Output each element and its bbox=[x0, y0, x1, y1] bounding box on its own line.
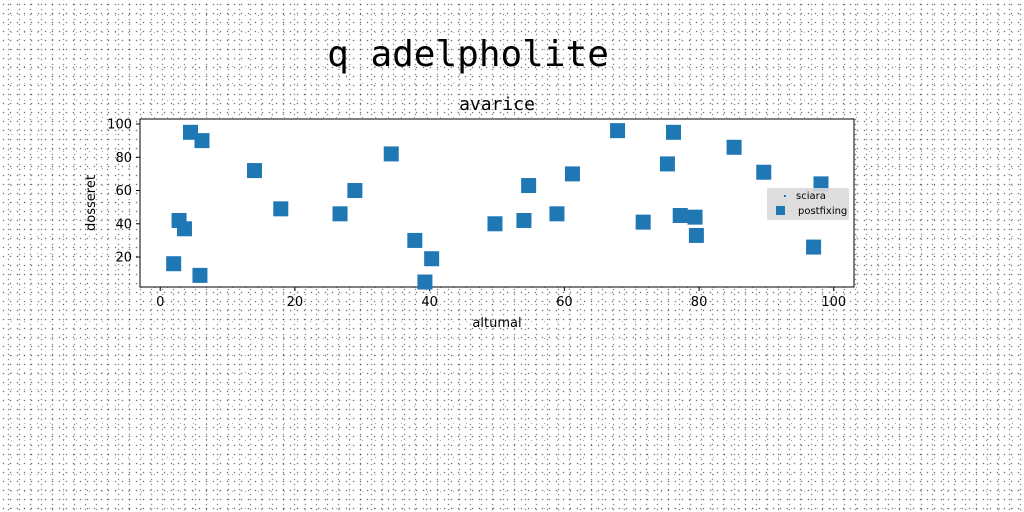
data-point bbox=[521, 178, 537, 194]
legend-label-sciara: sciara bbox=[796, 191, 826, 202]
data-point bbox=[417, 274, 433, 290]
data-point bbox=[564, 166, 580, 182]
y-tick-label: 60 bbox=[115, 184, 132, 199]
data-point bbox=[183, 124, 199, 140]
y-tick-label: 20 bbox=[115, 251, 132, 266]
data-point bbox=[665, 124, 681, 140]
data-point bbox=[672, 207, 688, 223]
data-point bbox=[659, 156, 675, 172]
data-point bbox=[610, 123, 626, 139]
x-tick-label: 100 bbox=[821, 295, 846, 310]
data-point bbox=[247, 163, 263, 179]
legend-marker-postfixing bbox=[776, 206, 785, 215]
data-point bbox=[687, 209, 703, 225]
y-tick-label: 80 bbox=[115, 151, 132, 166]
data-point bbox=[424, 251, 440, 267]
y-tick-label: 40 bbox=[115, 217, 132, 232]
data-point bbox=[688, 227, 704, 243]
x-tick-label: 0 bbox=[156, 295, 164, 310]
data-point bbox=[407, 232, 423, 248]
data-point bbox=[806, 239, 822, 255]
data-point bbox=[347, 183, 363, 199]
data-point bbox=[332, 206, 348, 222]
figure-title: q adelpholite bbox=[327, 34, 609, 75]
y-tick-label: 100 bbox=[107, 117, 132, 132]
data-point bbox=[487, 216, 503, 232]
data-point bbox=[192, 267, 208, 283]
data-point bbox=[813, 176, 829, 192]
data-point bbox=[383, 146, 399, 162]
y-axis-label: dosseret bbox=[84, 175, 99, 231]
data-point bbox=[166, 256, 182, 272]
legend-box bbox=[767, 188, 849, 220]
data-point bbox=[273, 201, 289, 217]
data-point bbox=[176, 221, 192, 237]
x-tick-label: 80 bbox=[691, 295, 708, 310]
legend: sciara postfixing bbox=[767, 188, 849, 220]
data-point bbox=[516, 212, 532, 228]
x-tick-label: 20 bbox=[287, 295, 304, 310]
data-point bbox=[549, 206, 565, 222]
plot-area bbox=[139, 118, 855, 288]
legend-label-postfixing: postfixing bbox=[798, 206, 847, 217]
data-point bbox=[726, 139, 742, 155]
y-axis-ticks: 20 40 60 80 100 bbox=[107, 117, 140, 266]
scatter-chart: avarice 0 20 40 60 80 100 20 40 60 80 100 altumal… bbox=[84, 94, 855, 331]
x-axis-label: altumal bbox=[472, 316, 521, 331]
chart-title: avarice bbox=[459, 94, 535, 115]
x-axis-ticks: 0 20 40 60 80 100 bbox=[156, 287, 846, 310]
data-points bbox=[166, 123, 829, 290]
x-tick-label: 40 bbox=[421, 295, 438, 310]
x-tick-label: 60 bbox=[556, 295, 573, 310]
data-point bbox=[194, 133, 210, 149]
legend-marker-sciara bbox=[784, 195, 786, 197]
data-point bbox=[756, 164, 772, 180]
data-point bbox=[635, 214, 651, 230]
